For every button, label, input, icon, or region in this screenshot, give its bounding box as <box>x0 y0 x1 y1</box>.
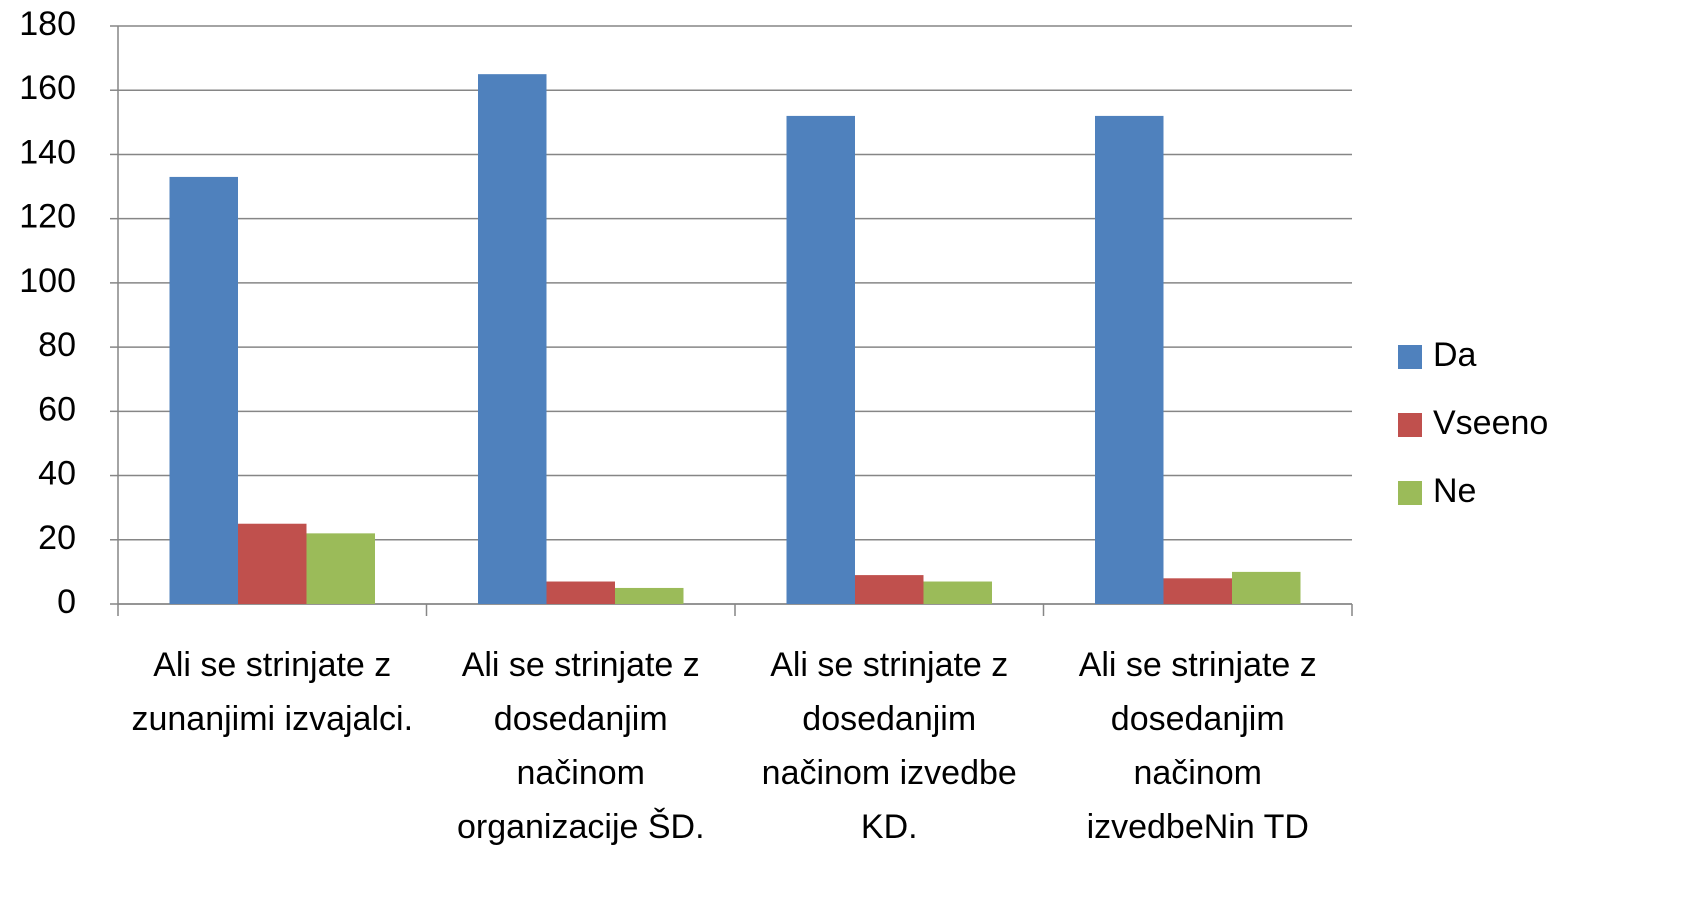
bar <box>238 523 307 604</box>
y-tick-label: 120 <box>19 198 76 236</box>
x-tick-label: Ali se strinjate z dosedanjim načinom iz… <box>761 646 1017 846</box>
bar <box>855 575 924 604</box>
legend-swatch <box>1398 413 1422 437</box>
x-tick-label: Ali se strinjate z zunanjimi izvajalci. <box>131 646 414 738</box>
bar <box>1095 115 1164 605</box>
y-tick-label: 100 <box>19 262 76 300</box>
y-tick-label: 140 <box>19 133 76 171</box>
bar <box>1232 571 1301 604</box>
y-tick-label: 40 <box>38 455 76 493</box>
x-tick-label: Ali se strinjate z dosedanjim načinom or… <box>456 646 705 846</box>
bar <box>478 74 547 604</box>
y-tick-label: 0 <box>57 583 76 621</box>
bar <box>306 533 375 604</box>
bar <box>923 581 992 604</box>
y-tick-label: 160 <box>19 69 76 107</box>
x-tick-label: Ali se strinjate z dosedanjim načinom iz… <box>1078 646 1317 846</box>
bar <box>169 176 238 604</box>
bar <box>786 115 855 605</box>
legend-label: Ne <box>1433 472 1476 510</box>
y-tick-label: 60 <box>38 390 76 428</box>
y-tick-label: 80 <box>38 326 76 364</box>
y-tick-label: 20 <box>38 519 76 557</box>
bar <box>615 587 684 604</box>
bar <box>546 581 615 604</box>
y-tick-label: 180 <box>19 5 76 43</box>
legend-label: Da <box>1433 336 1477 374</box>
legend-swatch <box>1398 481 1422 505</box>
bar <box>1163 578 1232 604</box>
legend-swatch <box>1398 345 1422 369</box>
legend-label: Vseeno <box>1433 404 1548 442</box>
